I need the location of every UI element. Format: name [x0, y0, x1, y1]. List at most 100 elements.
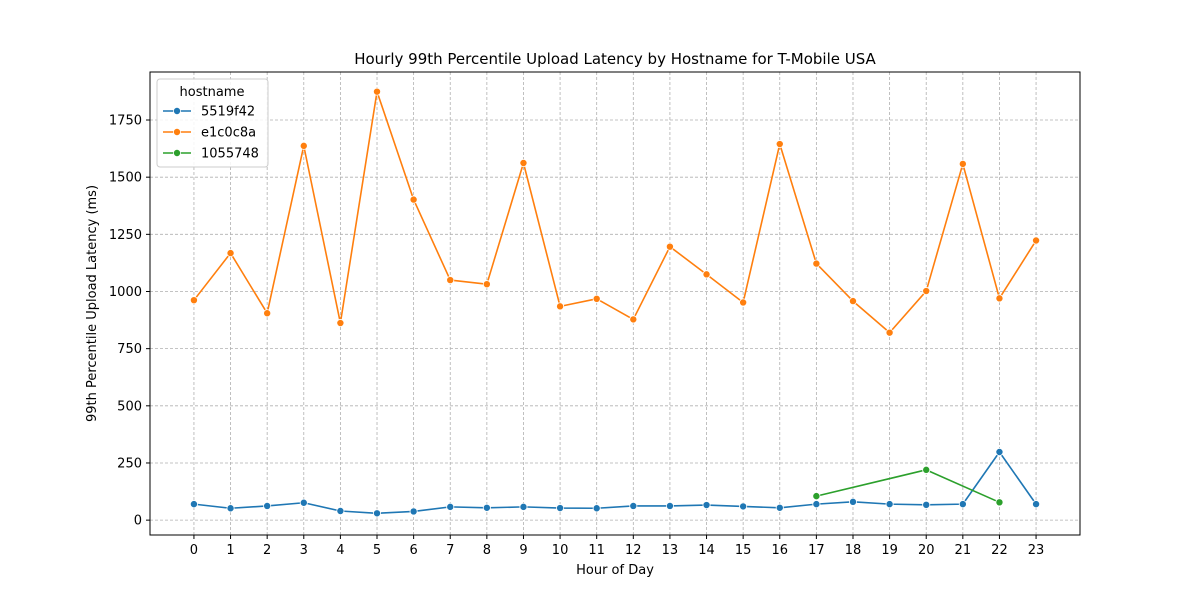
data-point	[519, 158, 528, 167]
legend-label: 5519f42	[201, 105, 255, 120]
x-tick-label: 11	[588, 543, 605, 558]
data-point	[556, 302, 565, 311]
legend-marker	[172, 127, 181, 136]
y-tick-label: 500	[117, 399, 142, 414]
data-point	[263, 501, 272, 510]
legend-box	[156, 78, 269, 168]
data-point	[263, 309, 272, 318]
y-axis: 0 250 500 750 1000 1250 1500 1750	[109, 114, 150, 529]
data-point	[995, 294, 1004, 303]
data-point	[373, 87, 382, 96]
data-point	[665, 501, 674, 510]
legend-label: e1c0c8a	[201, 126, 256, 141]
x-tick-label: 7	[446, 543, 454, 558]
x-axis-label: Hour of Day	[576, 563, 654, 578]
x-tick-label: 15	[735, 543, 752, 558]
data-point	[958, 500, 967, 509]
data-point	[482, 503, 491, 512]
data-point	[299, 498, 308, 507]
data-point	[848, 497, 857, 506]
data-point	[702, 501, 711, 510]
data-point	[922, 465, 931, 474]
x-tick-label: 6	[409, 543, 417, 558]
data-point	[775, 140, 784, 149]
data-point	[1032, 236, 1041, 245]
x-tick-label: 12	[625, 543, 642, 558]
series-layer	[189, 87, 1041, 518]
plot-frame	[149, 71, 1081, 536]
x-tick-label: 22	[991, 543, 1008, 558]
data-point	[519, 502, 528, 511]
data-point	[446, 502, 455, 511]
x-tick-label: 14	[698, 543, 715, 558]
data-point	[189, 296, 198, 305]
data-point	[922, 500, 931, 509]
data-point	[739, 502, 748, 511]
data-point	[299, 141, 308, 150]
data-point	[885, 500, 894, 509]
x-tick-label: 16	[771, 543, 788, 558]
x-tick-label: 18	[845, 543, 862, 558]
data-point	[629, 315, 638, 324]
data-point	[812, 492, 821, 501]
y-axis-label: 99th Percentile Upload Latency (ms)	[85, 185, 100, 422]
plot-area	[150, 72, 1080, 535]
series-e1c0c8a	[189, 87, 1041, 337]
data-point	[665, 242, 674, 251]
legend-items: 5519f42 e1c0c8a 1055748	[163, 105, 259, 162]
y-tick-label: 750	[117, 342, 142, 357]
series-line	[193, 90, 1037, 334]
data-point	[592, 294, 601, 303]
x-tick-label: 3	[300, 543, 308, 558]
data-point	[702, 270, 711, 279]
data-point	[1032, 500, 1041, 509]
legend-item: 5519f42	[163, 105, 255, 120]
x-tick-label: 21	[955, 543, 972, 558]
y-tick-label: 1250	[109, 228, 142, 243]
data-point	[995, 448, 1004, 457]
data-point	[226, 504, 235, 513]
series-line	[193, 451, 1037, 515]
x-tick-label: 17	[808, 543, 825, 558]
x-tick-label: 10	[552, 543, 569, 558]
data-point	[775, 503, 784, 512]
legend-marker	[172, 107, 181, 116]
data-point	[812, 259, 821, 268]
x-tick-label: 8	[483, 543, 491, 558]
legend-marker	[172, 148, 181, 157]
data-point	[226, 249, 235, 258]
data-point	[336, 319, 345, 328]
x-tick-label: 23	[1028, 543, 1045, 558]
data-point	[189, 500, 198, 509]
data-point	[629, 501, 638, 510]
data-point	[446, 276, 455, 285]
x-tick-label: 0	[190, 543, 198, 558]
legend: hostname 5519f42 e1c0c8a 1055748	[156, 78, 269, 168]
series-1055748	[812, 465, 1004, 507]
data-point	[336, 506, 345, 515]
data-point	[373, 509, 382, 518]
data-point	[922, 287, 931, 296]
legend-title: hostname	[180, 85, 245, 100]
x-tick-label: 5	[373, 543, 381, 558]
y-tick-label: 1500	[109, 171, 142, 186]
data-point	[409, 195, 418, 204]
series-5519f42	[189, 448, 1041, 518]
y-tick-label: 1000	[109, 285, 142, 300]
legend-item: 1055748	[163, 147, 259, 162]
x-tick-label: 9	[519, 543, 527, 558]
x-tick-label: 19	[881, 543, 898, 558]
x-axis: 0 1 2 3 4 5 6 7 8 9 10 11 12 13 14 15 16 17 18 19 20 21 22 23	[190, 535, 1045, 558]
y-tick-label: 1750	[109, 114, 142, 129]
data-point	[592, 504, 601, 513]
data-point	[739, 298, 748, 307]
y-tick-label: 0	[134, 514, 142, 529]
x-tick-label: 2	[263, 543, 271, 558]
x-tick-label: 20	[918, 543, 935, 558]
y-tick-label: 250	[117, 456, 142, 471]
data-point	[409, 507, 418, 516]
x-tick-label: 4	[336, 543, 344, 558]
x-tick-label: 13	[662, 543, 679, 558]
data-point	[958, 159, 967, 168]
